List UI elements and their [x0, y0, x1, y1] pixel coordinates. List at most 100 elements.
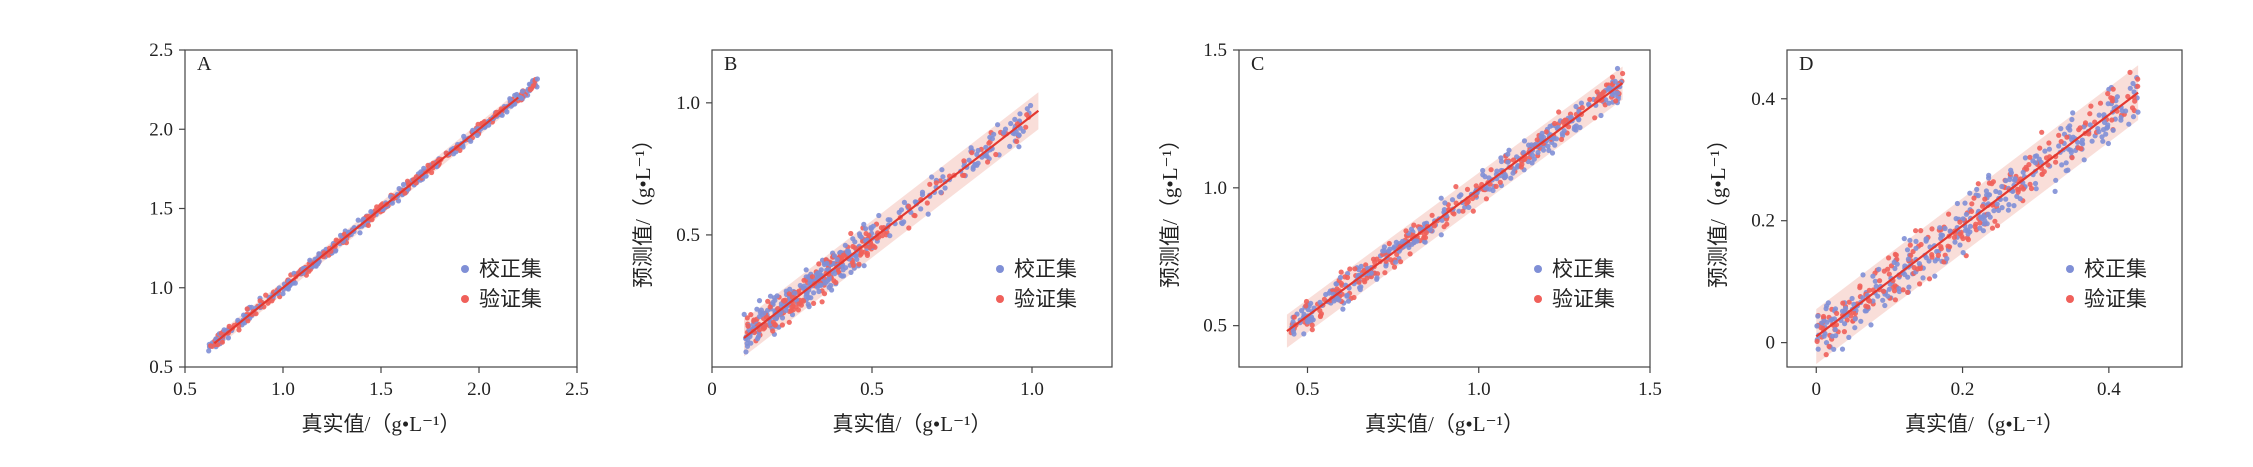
- y-tick-label: 1.0: [676, 93, 700, 114]
- calibration-point: [1886, 286, 1892, 292]
- validation-point: [786, 291, 792, 297]
- calibration-point: [1870, 273, 1876, 279]
- calibration-point: [1520, 149, 1527, 156]
- calibration-point: [1531, 156, 1537, 162]
- validation-point: [937, 178, 943, 184]
- calibration-point: [2089, 138, 2095, 144]
- calibration-point: [1829, 333, 1835, 339]
- panel-a: A 0.5 1.0 1.5 2.0 2.5 0.5 1.0 1.5 2.0 2.5 真实值/（g•L⁻…: [149, 40, 589, 436]
- calibration-point: [519, 88, 526, 94]
- calibration-point: [1340, 306, 1346, 312]
- calibration-point: [2005, 207, 2011, 213]
- validation-point: [2028, 185, 2035, 192]
- calibration-point: [787, 286, 793, 292]
- validation-point: [985, 159, 991, 165]
- validation-point: [402, 190, 408, 196]
- calibration-point: [1002, 126, 1009, 132]
- validation-point: [527, 87, 534, 93]
- panel-label: C: [1251, 53, 1264, 75]
- validation-point: [1613, 98, 1619, 104]
- validation-point: [1885, 266, 1891, 272]
- validation-point: [2039, 171, 2045, 177]
- calibration-point: [1977, 225, 1983, 231]
- validation-point: [1460, 208, 1466, 214]
- validation-point: [2127, 69, 2133, 75]
- legend-entry: 验证集: [1552, 287, 1615, 311]
- validation-point: [1957, 231, 1963, 237]
- validation-point: [1347, 266, 1353, 272]
- legend-entry: 校正集: [479, 257, 542, 281]
- calibration-point: [221, 327, 227, 333]
- validation-point: [1907, 242, 1913, 248]
- validation-point: [767, 304, 773, 310]
- legend-calibration-marker: [2066, 265, 2074, 273]
- validation-point: [1982, 196, 1988, 202]
- y-tick-label: 1.5: [1203, 40, 1227, 61]
- calibration-point: [1612, 78, 1618, 84]
- validation-point: [765, 298, 771, 304]
- calibration-point: [316, 251, 322, 257]
- validation-point: [1023, 124, 1029, 130]
- calibration-point: [1357, 286, 1363, 293]
- calibration-point: [1549, 150, 1556, 156]
- validation-point: [1946, 211, 1952, 217]
- validation-point: [2109, 117, 2115, 123]
- validation-point: [1321, 296, 1327, 302]
- x-tick-label: 0.2: [1951, 379, 1975, 400]
- validation-point: [2039, 129, 2045, 135]
- validation-point: [1892, 297, 1898, 303]
- validation-point: [1938, 246, 1944, 252]
- calibration-point: [918, 206, 924, 212]
- calibration-point: [1609, 91, 1615, 97]
- validation-point: [1973, 221, 1979, 227]
- validation-point: [2058, 139, 2064, 145]
- calibration-point: [468, 138, 474, 144]
- calibration-point: [1560, 132, 1566, 139]
- validation-point: [2132, 98, 2138, 104]
- validation-point: [1989, 181, 1995, 187]
- validation-point: [1814, 338, 1820, 344]
- x-axis-label: 真实值/（g•L⁻¹）: [833, 412, 992, 436]
- calibration-point: [806, 304, 812, 310]
- y-tick-label: 0.5: [676, 225, 700, 246]
- calibration-point: [1982, 218, 1988, 224]
- calibration-point: [1326, 290, 1332, 296]
- calibration-point: [771, 295, 778, 301]
- calibration-point: [1606, 100, 1612, 106]
- calibration-point: [2038, 159, 2044, 165]
- validation-point: [2110, 86, 2116, 92]
- panel-label: D: [1799, 53, 1813, 75]
- calibration-point: [779, 315, 786, 321]
- x-tick-label: 1.5: [1638, 379, 1662, 400]
- calibration-point: [1858, 318, 1864, 324]
- calibration-point: [2105, 124, 2111, 130]
- calibration-point: [421, 165, 427, 171]
- y-axis-label: 预测值/（g•L⁻¹）: [1706, 129, 1730, 288]
- validation-point: [1900, 287, 1906, 293]
- validation-point: [961, 158, 967, 164]
- calibration-point: [1547, 123, 1553, 129]
- calibration-point: [1985, 211, 1991, 217]
- calibration-point: [2079, 140, 2085, 146]
- calibration-point: [2017, 196, 2023, 202]
- validation-point: [1592, 115, 1598, 121]
- validation-point: [1917, 265, 1923, 272]
- calibration-point: [939, 167, 945, 173]
- validation-point: [1846, 299, 1852, 305]
- validation-point: [1429, 212, 1435, 218]
- validation-point: [1935, 252, 1941, 258]
- calibration-point: [1938, 235, 1944, 241]
- calibration-point: [2110, 127, 2116, 133]
- calibration-point: [1986, 192, 1992, 198]
- validation-point: [1844, 317, 1850, 323]
- calibration-point: [1916, 261, 1922, 267]
- calibration-point: [2100, 127, 2107, 133]
- calibration-point: [1960, 250, 1966, 256]
- calibration-point: [1952, 239, 1958, 245]
- calibration-point: [333, 247, 339, 253]
- validation-point: [1881, 288, 1887, 294]
- calibration-point: [1962, 200, 1968, 206]
- validation-point: [2046, 140, 2052, 146]
- calibration-point: [1822, 331, 1828, 337]
- validation-point: [1947, 244, 1953, 250]
